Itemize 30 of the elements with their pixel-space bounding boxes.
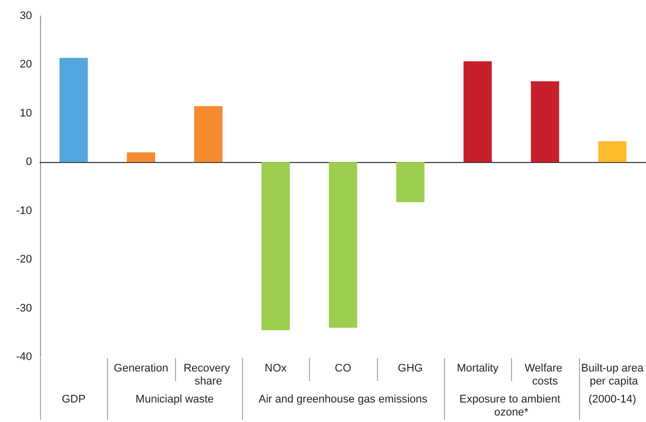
- x-tick-label: Welfare costs: [524, 362, 566, 388]
- x-tick-label: CO: [334, 362, 352, 374]
- bar: [60, 58, 88, 162]
- text: (2000-14): [588, 394, 636, 406]
- bar: [530, 81, 560, 162]
- x-tick-label: GHG: [398, 362, 423, 374]
- x-tick-label: Recovery share: [184, 362, 234, 388]
- text: Air and greenhouse gas emissions: [258, 394, 428, 406]
- y-tick-label: 0: [26, 156, 32, 168]
- y-tick-label: -10: [16, 204, 32, 217]
- bar: [126, 152, 156, 162]
- bar: [396, 162, 424, 202]
- y-tick-label: 30: [20, 10, 32, 22]
- bar: [464, 61, 492, 162]
- bar: [262, 162, 290, 330]
- x-tick-label: Mortality: [456, 362, 499, 374]
- text: Exposure to ambient ozone*: [459, 394, 564, 418]
- x-tick-label: NOx: [264, 362, 288, 374]
- x-tick-label: Generation: [114, 362, 168, 374]
- y-tick-label: 20: [20, 58, 32, 71]
- y-tick-label: 10: [20, 107, 32, 120]
- y-tick-label: -30: [16, 302, 32, 314]
- text: GDP: [62, 394, 86, 406]
- bar: [328, 162, 358, 328]
- y-tick-label: -20: [16, 254, 32, 266]
- bar: [598, 141, 626, 162]
- y-tick-label: -40: [16, 351, 32, 363]
- bar: [194, 106, 222, 162]
- x-tick-label: Built-up area per capita: [581, 362, 644, 388]
- text: Municiapl waste: [136, 394, 214, 406]
